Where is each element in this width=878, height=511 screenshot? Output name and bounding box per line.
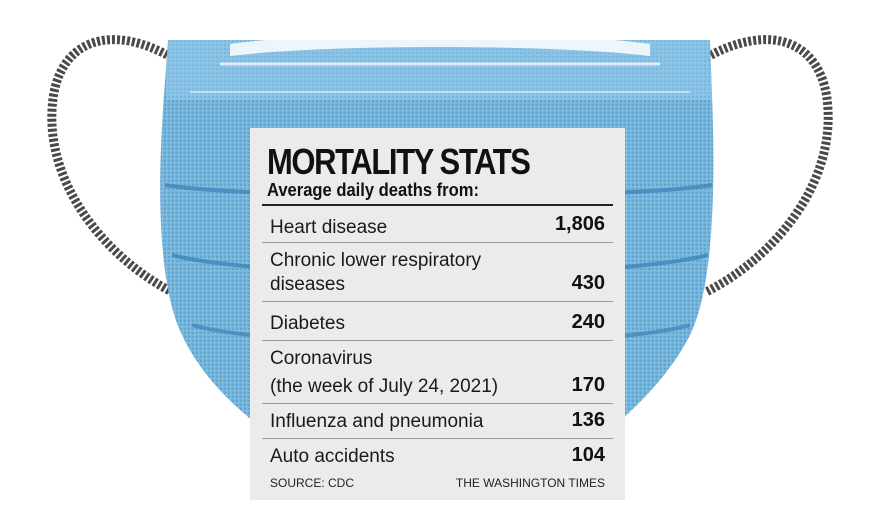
row-label: Diabetes [270, 313, 345, 334]
row-label: Coronavirus [270, 348, 373, 369]
row-label: Influenza and pneumonia [270, 411, 484, 432]
mask-top-fold [166, 40, 712, 100]
publisher-credit: THE WASHINGTON TIMES [455, 476, 605, 490]
row-label: Chronic lower respiratory diseases [270, 250, 482, 295]
chart-subtitle: Average daily deaths from: [267, 180, 479, 200]
row-label: Heart disease [270, 217, 388, 238]
table-row: Diabetes 240 [262, 302, 613, 341]
row-value: 104 [571, 444, 605, 466]
table-row: Coronavirus (the week of July 24, 2021) … [262, 341, 613, 404]
left-ear-strap [47, 35, 179, 296]
table-row: Heart disease 1,806 [262, 208, 613, 243]
row-value: 1,806 [554, 213, 605, 235]
row-value: 430 [571, 272, 605, 294]
source-note: SOURCE: CDC [270, 476, 355, 490]
stats-card: MORTALITY STATS Average daily deaths fro… [250, 128, 625, 500]
chart-title: MORTALITY STATS [267, 141, 531, 182]
table-row: Chronic lower respiratory diseases 430 [262, 243, 613, 302]
right-ear-strap [699, 35, 833, 297]
row-value: 240 [571, 311, 605, 333]
nose-strip [230, 33, 650, 56]
table-row: Influenza and pneumonia 136 [262, 404, 613, 439]
row-label: Auto accidents [270, 446, 395, 467]
title-divider [262, 204, 613, 206]
table-row: Auto accidents 104 [262, 439, 613, 473]
row-value: 170 [571, 374, 605, 396]
row-value: 136 [571, 409, 605, 431]
row-note: (the week of July 24, 2021) [270, 376, 499, 397]
